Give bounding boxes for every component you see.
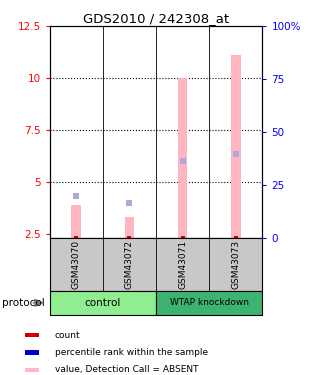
Bar bbox=[231, 56, 241, 238]
Text: control: control bbox=[84, 298, 121, 308]
Text: percentile rank within the sample: percentile rank within the sample bbox=[55, 348, 208, 357]
Title: GDS2010 / 242308_at: GDS2010 / 242308_at bbox=[83, 12, 229, 25]
Bar bbox=[25, 333, 39, 338]
Bar bbox=[71, 205, 81, 238]
Text: WTAP knockdown: WTAP knockdown bbox=[170, 298, 249, 307]
Text: GSM43073: GSM43073 bbox=[231, 240, 240, 289]
Bar bbox=[25, 350, 39, 355]
Text: GSM43072: GSM43072 bbox=[125, 240, 134, 289]
Text: GSM43071: GSM43071 bbox=[178, 240, 187, 289]
Text: value, Detection Call = ABSENT: value, Detection Call = ABSENT bbox=[55, 365, 198, 374]
Text: GSM43070: GSM43070 bbox=[72, 240, 81, 289]
Text: protocol: protocol bbox=[2, 298, 44, 308]
Bar bbox=[156, 291, 262, 315]
Bar bbox=[178, 78, 188, 238]
Text: count: count bbox=[55, 331, 81, 340]
Bar bbox=[50, 291, 156, 315]
Bar bbox=[124, 217, 134, 238]
Bar bbox=[25, 368, 39, 372]
